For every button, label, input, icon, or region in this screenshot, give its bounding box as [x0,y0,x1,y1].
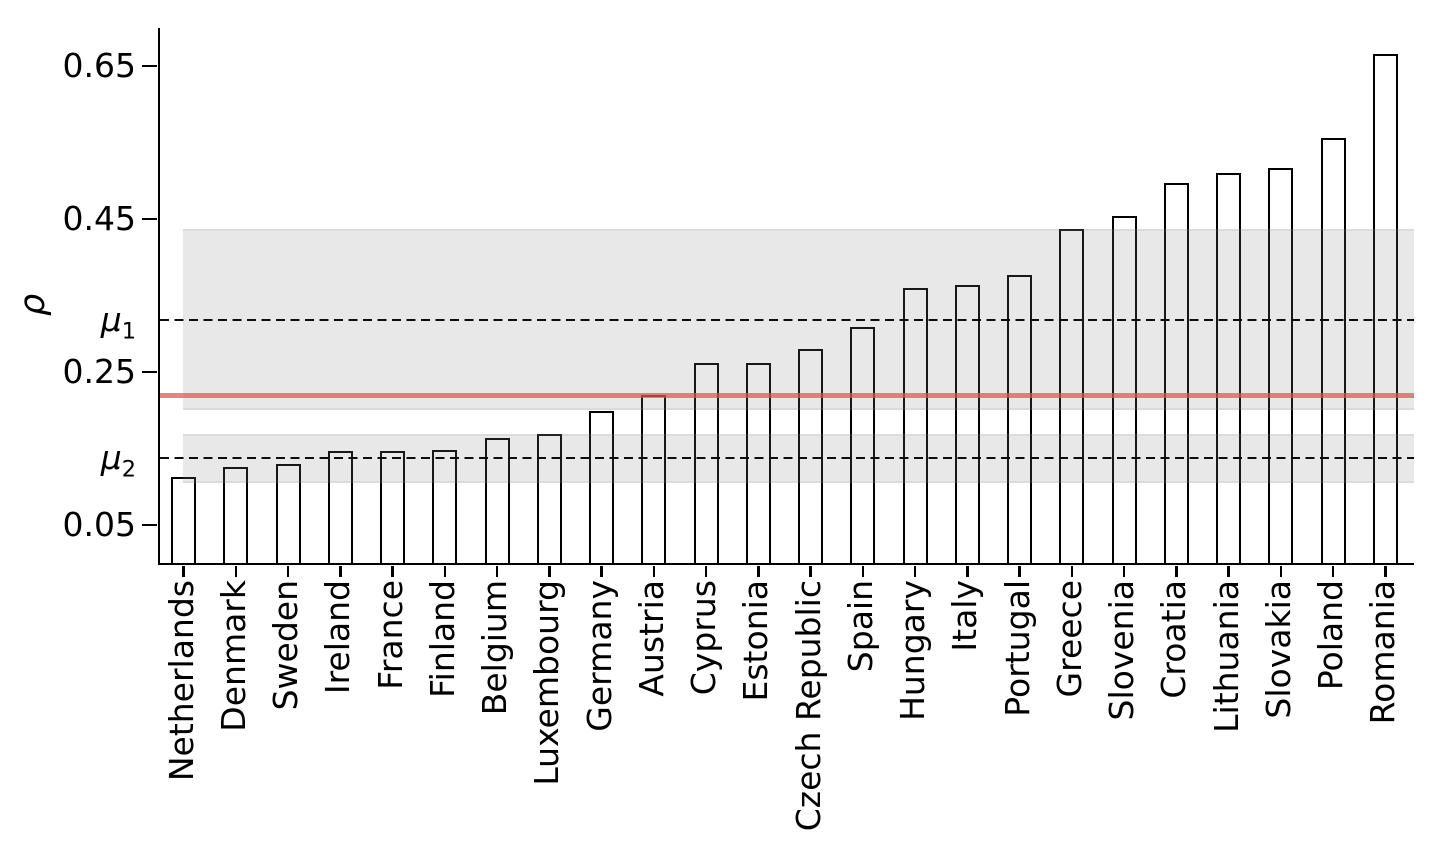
x-tick-cyprus [704,565,708,577]
x-tick-sweden [286,565,290,577]
x-tick-estonia [757,565,760,577]
mean-line [160,392,1414,398]
bar-lithuania [1216,172,1242,563]
x-tick-luxembourg [548,565,551,577]
bar-slovenia [1111,215,1137,563]
x-label-czech-republic: Czech Republic [788,580,828,832]
bar-romania [1372,54,1398,563]
x-label-italy: Italy [945,580,985,652]
x-label-estonia: Estonia [736,580,776,702]
y-tick-label-0.25: 0.25 [62,351,136,391]
mu2-dashed-line [160,456,1414,460]
x-tick-netherlands [182,565,185,577]
x-label-cyprus: Cyprus [684,580,724,696]
x-tick-hungary [913,565,917,577]
bar-spain [850,327,876,563]
y-tick-0.05 [142,523,157,526]
x-label-germany: Germany [579,580,619,732]
x-tick-finland [443,565,447,577]
x-tick-ireland [339,565,342,577]
y-tick-0.45 [142,217,157,220]
x-tick-croatia [1175,565,1178,577]
x-tick-france [391,565,394,577]
bar-portugal [1007,275,1033,563]
x-label-sweden: Sweden [266,580,306,711]
bar-denmark [223,466,249,563]
x-label-netherlands: Netherlands [161,580,201,782]
bar-ireland [327,450,353,563]
bar-poland [1320,137,1346,563]
y-tick-label-0.05: 0.05 [62,504,136,544]
y-tick-0.65 [142,64,157,67]
x-tick-slovakia [1279,565,1283,577]
bar-austria [641,395,667,563]
x-label-slovakia: Slovakia [1258,580,1298,719]
x-tick-slovenia [1122,565,1126,577]
mu2-label: μ2 [100,438,136,483]
plot-area [142,28,1414,577]
x-label-belgium: Belgium [475,580,515,716]
y-tick-label-0.65: 0.65 [62,45,136,85]
x-tick-belgium [495,565,499,577]
x-tick-greece [1070,565,1074,577]
x-label-hungary: Hungary [893,580,933,721]
bar-luxembourg [536,434,562,563]
bar-hungary [902,288,928,563]
x-tick-lithuania [1227,565,1230,577]
x-label-lithuania: Lithuania [1206,580,1246,733]
x-label-ireland: Ireland [318,580,358,695]
x-tick-romania [1384,565,1387,577]
bar-slovakia [1268,168,1294,563]
y-tick-label-0.45: 0.45 [62,198,136,238]
x-label-spain: Spain [840,580,880,673]
x-label-luxembourg: Luxembourg [527,580,567,786]
x-label-croatia: Croatia [1154,580,1194,699]
y-tick-0.25 [142,370,157,373]
x-tick-germany [600,565,603,577]
x-tick-czech-republic [809,565,812,577]
bar-croatia [1163,182,1189,563]
x-label-finland: Finland [422,580,462,698]
x-label-portugal: Portugal [997,580,1037,717]
x-label-austria: Austria [631,580,671,697]
bar-italy [954,284,980,563]
bar-czech-republic [798,348,824,563]
bar-sweden [275,463,301,563]
x-label-poland: Poland [1311,580,1351,691]
x-tick-denmark [234,565,237,577]
x-label-france: France [370,580,410,690]
bar-finland [432,449,458,563]
mu1-label: μ1 [100,299,136,345]
x-label-slovenia: Slovenia [1102,580,1142,721]
x-label-denmark: Denmark [213,580,253,732]
x-tick-poland [1331,565,1335,577]
x-tick-spain [861,565,865,577]
x-label-romania: Romania [1363,580,1403,725]
bar-netherlands [171,476,196,563]
bar-france [380,451,406,563]
x-tick-italy [966,565,969,577]
bar-germany [589,410,615,563]
x-tick-portugal [1018,565,1021,577]
mu1-dashed-line [160,318,1414,321]
x-label-greece: Greece [1049,580,1089,698]
x-tick-austria [652,565,656,577]
